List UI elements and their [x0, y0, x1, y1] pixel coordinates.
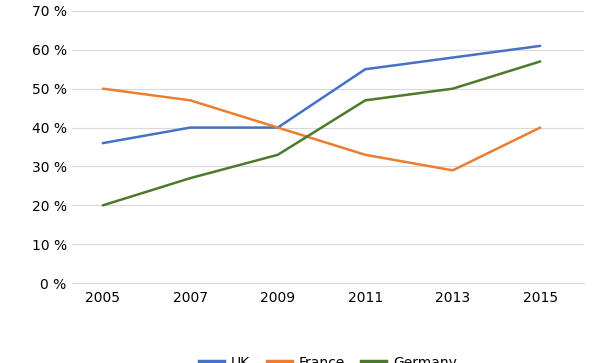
France [274, 125, 281, 130]
Germany [362, 98, 369, 102]
Line: France: France [103, 89, 540, 170]
Line: UK: UK [103, 46, 540, 143]
Germany [99, 203, 107, 208]
UK [536, 44, 544, 48]
Line: Germany: Germany [103, 61, 540, 205]
Germany [187, 176, 194, 180]
Legend: UK, France, Germany: UK, France, Germany [193, 350, 463, 363]
Germany [536, 59, 544, 64]
Germany [274, 152, 281, 157]
UK [99, 141, 107, 145]
UK [449, 56, 456, 60]
France [536, 125, 544, 130]
France [187, 98, 194, 102]
UK [274, 125, 281, 130]
UK [362, 67, 369, 72]
France [449, 168, 456, 172]
France [99, 86, 107, 91]
UK [187, 125, 194, 130]
Germany [449, 86, 456, 91]
France [362, 152, 369, 157]
